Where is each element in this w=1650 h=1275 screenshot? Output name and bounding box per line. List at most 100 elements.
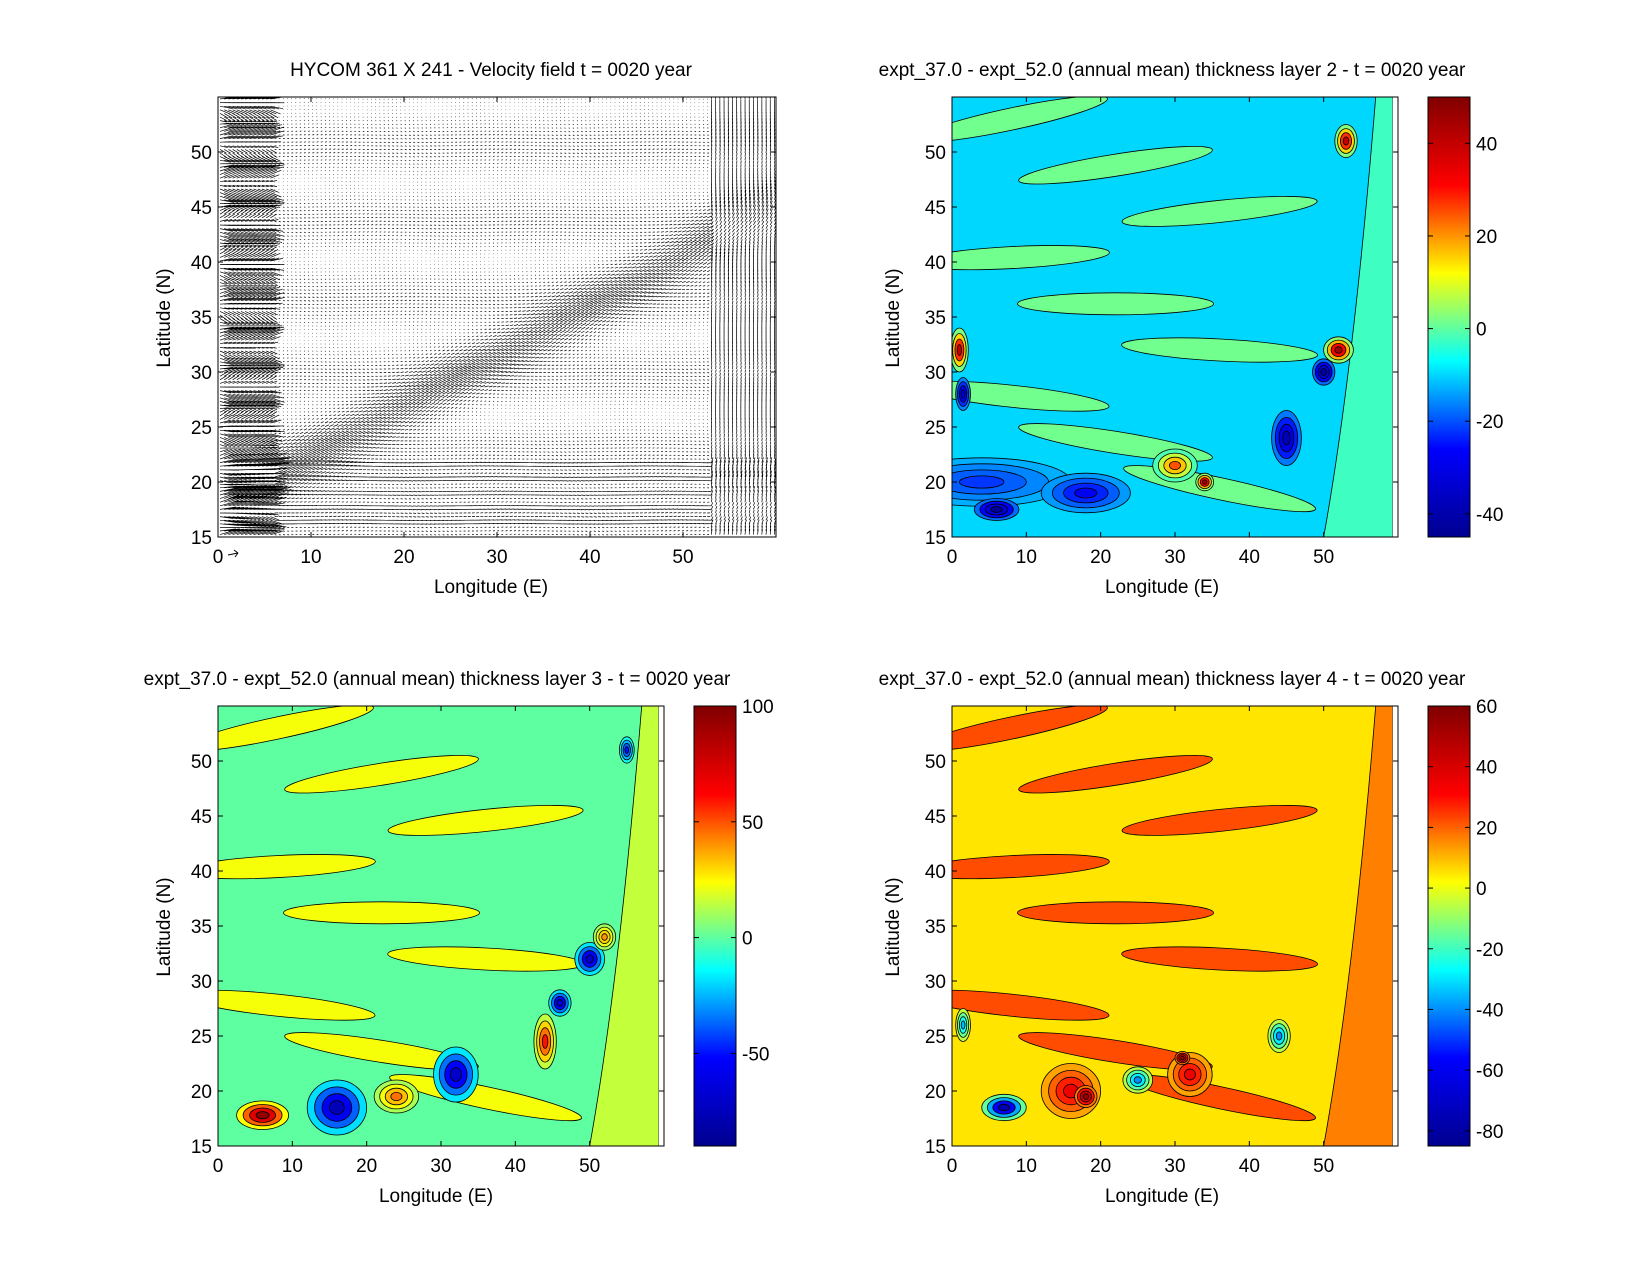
contour-feature [990,506,1003,513]
y-tick-label: 25 [191,1027,212,1048]
panel-layer3: expt_37.0 - expt_52.0 (annual mean) thic… [144,669,774,1207]
x-tick-label: 50 [1313,1156,1334,1177]
y-tick-label: 35 [925,308,946,329]
contour-band [284,754,479,794]
y-tick-label: 30 [925,972,946,993]
y-tick-label: 45 [191,198,212,219]
y-tick-label: 45 [925,807,946,828]
panel-layer4: expt_37.0 - expt_52.0 (annual mean) thic… [879,669,1504,1207]
colorbar-tick-label: -40 [1476,505,1503,526]
contour-feature [624,746,630,754]
contour-band [952,97,1108,143]
contour-boundary-band [589,706,660,1146]
y-tick-label: 30 [925,363,946,384]
contour-band [1018,145,1213,185]
colorbar-tick-label: 20 [1476,227,1497,248]
contour-band [1121,337,1318,363]
y-tick-label: 25 [925,1027,946,1048]
colorbar-tick-label: 0 [1476,320,1487,341]
y-tick-label: 20 [191,1082,212,1103]
colorbar-gradient [693,705,737,1147]
panel-layer4-colorbar: -80 -60 -40 -20 0 20 40 60 [1427,697,1503,1147]
contour-band [1121,946,1318,972]
contour-feature [255,1111,270,1120]
contour-feature [1275,1031,1283,1041]
contour-feature [329,1100,345,1115]
colorbar-tick-label: -50 [742,1044,769,1065]
x-tick-label: 40 [1239,547,1260,568]
colorbar-tick-label: 20 [1476,818,1497,839]
y-tick-label: 30 [191,972,212,993]
x-tick-label: 20 [1090,1156,1111,1177]
contour-feature [956,344,963,356]
x-tick-label: 10 [300,547,321,568]
colorbar-gradient [1427,705,1471,1147]
contour-feature [1334,346,1343,354]
colorbar-tick-label: -20 [1476,940,1503,961]
y-tick-label: 15 [191,1137,212,1158]
x-tick-label: 0 [947,547,958,568]
y-tick-label: 35 [191,917,212,938]
y-tick-label: 45 [191,807,212,828]
panel-layer3-ylabel: Latitude (N) [154,877,175,976]
y-tick-label: 35 [191,308,212,329]
colorbar-tick-label: -20 [1476,412,1503,433]
y-tick-label: 50 [925,143,946,164]
contour-feature [1320,368,1327,376]
panel-velocity: HYCOM 361 X 241 - Velocity field t = 002… [154,60,777,598]
contour-feature [960,389,966,399]
y-tick-label: 45 [925,198,946,219]
panel-layer2-plot-area [952,97,1398,537]
y-tick-label: 15 [925,1137,946,1158]
x-tick-label: 0 [947,1156,958,1177]
contour-band [218,989,376,1021]
panel-layer3-colorbar: -50 0 50 100 [693,697,774,1147]
colorbar-tick-label: 40 [1476,134,1497,155]
x-tick-label: 30 [430,1156,451,1177]
contour-boundary-band [1323,706,1394,1146]
x-tick-label: 0 [213,1156,224,1177]
colorbar-gradient [1427,96,1471,538]
contour-band [387,805,584,836]
x-tick-label: 20 [393,547,414,568]
contour-band [283,901,481,925]
contour-feature [1180,1056,1185,1061]
x-tick-label: 40 [505,1156,526,1177]
panel-velocity-plot-area [218,97,776,537]
contour-band [284,1032,479,1071]
contour-band [1017,292,1215,316]
contour-band [1121,196,1318,227]
y-tick-label: 15 [925,528,946,549]
panel-layer3-plot-area [218,706,664,1146]
contour-feature [1082,1093,1089,1100]
y-tick-label: 50 [925,752,946,773]
x-tick-label: 10 [282,1156,303,1177]
colorbar-tick-label: -40 [1476,1000,1503,1021]
x-tick-label: 30 [1164,547,1185,568]
panel-layer2-title: expt_37.0 - expt_52.0 (annual mean) thic… [879,60,1466,81]
x-tick-label: 40 [579,547,600,568]
colorbar-tick-label: -60 [1476,1061,1503,1082]
y-tick-label: 20 [191,473,212,494]
panel-velocity-axes: 0 10 20 30 40 50 15 20 25 30 35 40 45 50 [191,96,777,568]
panel-layer3-axes: 0 10 20 30 40 50 15 20 25 30 35 40 45 50 [191,705,665,1177]
colorbar-tick-label: 0 [742,929,753,950]
colorbar-tick-label: 50 [742,813,763,834]
contour-band [952,245,1110,271]
x-tick-label: 10 [1016,1156,1037,1177]
contour-band [952,706,1108,752]
panel-layer3-title: expt_37.0 - expt_52.0 (annual mean) thic… [144,669,731,690]
panel-layer2-axes: 0 10 20 30 40 50 15 20 25 30 35 40 45 50 [925,96,1399,568]
y-tick-label: 25 [925,418,946,439]
contour-feature [1282,430,1291,446]
contour-band [218,706,374,752]
y-tick-label: 30 [191,363,212,384]
panel-velocity-xlabel: Longitude (E) [434,577,548,598]
contour-feature [556,999,564,1007]
contour-band [1018,754,1213,794]
y-tick-label: 50 [191,752,212,773]
contour-feature [1169,460,1182,470]
panel-layer4-xlabel: Longitude (E) [1105,1186,1219,1207]
contour-band [1017,901,1215,925]
panel-layer4-title: expt_37.0 - expt_52.0 (annual mean) thic… [879,669,1466,690]
